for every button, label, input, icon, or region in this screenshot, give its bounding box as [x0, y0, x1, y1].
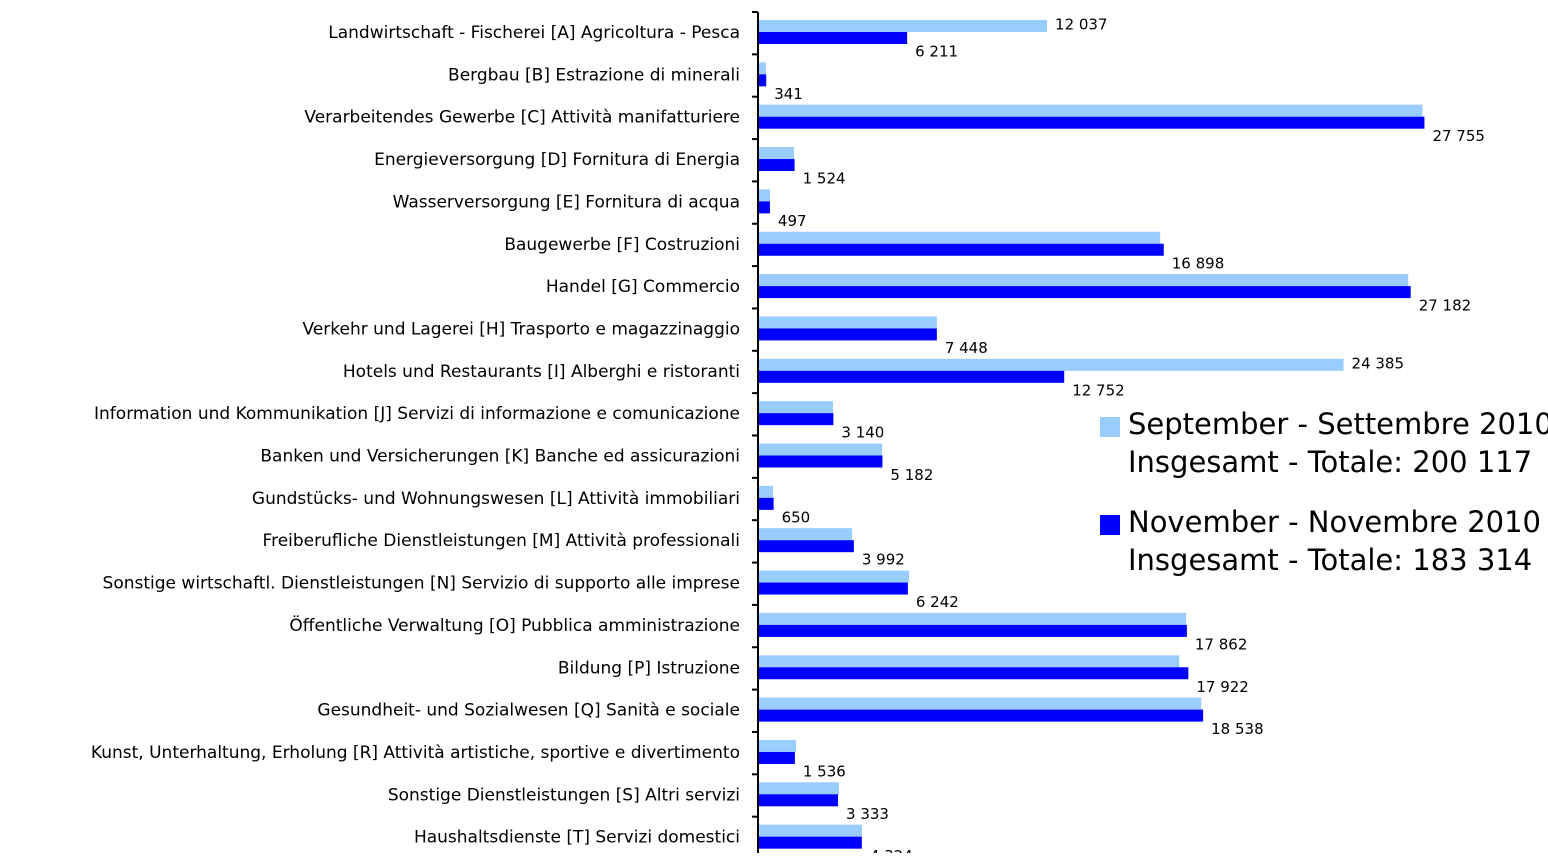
category-label: Sonstige wirtschaftl. Dienstleistungen [… [103, 574, 740, 594]
bar [758, 274, 1409, 287]
category-label: Energieversorgung [D] Fornitura di Energ… [374, 150, 740, 170]
bar [758, 697, 1202, 710]
category-label: Gundstücks- und Wohnungswesen [L] Attivi… [252, 489, 740, 509]
bar [758, 116, 1425, 129]
value-label: 27 182 [1419, 297, 1472, 315]
bar [758, 231, 1161, 244]
value-label: 3 333 [846, 805, 889, 823]
bar [758, 824, 862, 837]
category-label: Öffentliche Verwaltung [O] Pubblica ammi… [289, 614, 740, 636]
bar [758, 286, 1411, 299]
legend-label: November - Novembre 2010 [1128, 505, 1541, 539]
bar [758, 612, 1187, 625]
category-label: Bergbau [B] Estrazione di minerali [448, 65, 740, 85]
category-label: Verarbeitendes Gewerbe [C] Attività mani… [304, 108, 740, 128]
value-label: 1 524 [803, 170, 846, 188]
bar [758, 497, 774, 510]
bar [758, 370, 1065, 383]
bar [758, 316, 937, 329]
value-label: 6 242 [916, 593, 959, 611]
legend-total: Insgesamt - Totale: 200 117 [1128, 445, 1532, 479]
value-label: 1 536 [803, 762, 846, 780]
bar [758, 667, 1189, 680]
bar [758, 794, 839, 807]
bar [758, 485, 774, 498]
legend-swatch [1100, 515, 1120, 535]
bar [758, 62, 766, 75]
value-label: 497 [778, 212, 807, 230]
legend-total: Insgesamt - Totale: 183 314 [1128, 543, 1532, 577]
bar [758, 401, 834, 414]
value-label: 27 755 [1432, 127, 1485, 145]
bar [758, 836, 862, 849]
legend-label: September - Settembre 2010 [1128, 407, 1548, 441]
bar [758, 582, 908, 595]
bar [758, 443, 883, 456]
value-label: 16 898 [1172, 254, 1225, 272]
bar [758, 243, 1164, 256]
category-label: Freiberufliche Dienstleistungen [M] Atti… [263, 531, 740, 551]
category-label: Haushaltsdienste [T] Servizi domestici [414, 828, 740, 848]
category-label: Information und Kommunikation [J] Serviz… [94, 404, 740, 424]
value-label: 3 992 [862, 551, 905, 569]
bar [758, 782, 840, 795]
category-label: Hotels und Restaurants [I] Alberghi e ri… [343, 362, 740, 382]
category-label: Gesundheit- und Sozialwesen [Q] Sanità e… [317, 701, 740, 721]
bar [758, 624, 1187, 637]
bar [758, 328, 937, 341]
value-label: 341 [774, 85, 803, 103]
value-label: 17 922 [1196, 678, 1249, 696]
bar [758, 739, 796, 752]
bar [758, 147, 795, 160]
bar [758, 655, 1180, 668]
value-label: 4 324 [870, 847, 913, 853]
value-label: 17 862 [1195, 635, 1248, 653]
bar [758, 32, 908, 44]
bar [758, 413, 834, 426]
value-label: 6 211 [915, 43, 958, 61]
category-label: Kunst, Unterhaltung, Erholung [R] Attivi… [91, 743, 740, 763]
value-label: 24 385 [1352, 354, 1405, 372]
bar [758, 528, 853, 541]
legend-swatch [1100, 417, 1120, 437]
category-label: Baugewerbe [F] Costruzioni [504, 235, 740, 255]
category-label: Landwirtschaft - Fischerei [A] Agricoltu… [328, 23, 740, 43]
bar [758, 20, 1048, 32]
value-label: 7 448 [945, 339, 988, 357]
value-label: 12 752 [1072, 381, 1125, 399]
bar [758, 751, 795, 764]
bar [758, 455, 883, 468]
value-label: 12 037 [1055, 16, 1108, 34]
bar [758, 709, 1204, 722]
value-label: 5 182 [890, 466, 933, 484]
category-label: Wasserversorgung [E] Fornitura di acqua [393, 192, 740, 212]
bar [758, 358, 1344, 371]
bar [758, 104, 1423, 117]
category-label: Verkehr und Lagerei [H] Trasporto e maga… [303, 319, 740, 339]
value-label: 650 [782, 508, 811, 526]
bar [758, 189, 771, 202]
category-label: Bildung [P] Istruzione [558, 658, 740, 678]
bar [758, 540, 854, 553]
category-label: Banken und Versicherungen [K] Banche ed … [260, 447, 740, 467]
bar [758, 201, 770, 214]
bar [758, 74, 767, 87]
category-label: Sonstige Dienstleistungen [S] Altri serv… [388, 785, 740, 805]
bar [758, 159, 795, 172]
value-label: 18 538 [1211, 720, 1264, 738]
category-label: Handel [G] Commercio [546, 277, 740, 297]
bar [758, 570, 910, 583]
value-label: 3 140 [841, 424, 884, 442]
